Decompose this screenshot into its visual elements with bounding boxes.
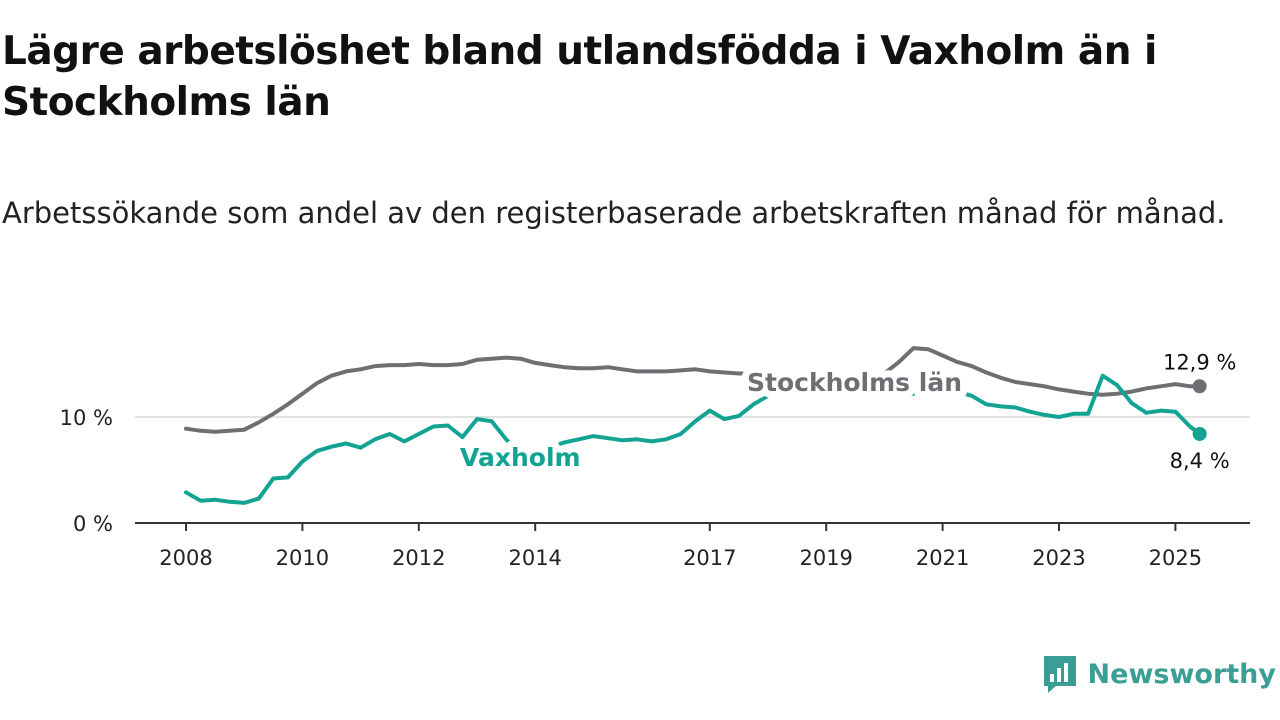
x-tick-label: 2021: [916, 546, 969, 570]
y-tick-label: 0 %: [73, 512, 113, 536]
x-tick-label: 2008: [159, 546, 212, 570]
chart-subtitle: Arbetssökande som andel av den registerb…: [2, 196, 1226, 230]
end-marker-stockholm: [1192, 379, 1207, 394]
series-label-stockholm: Stockholms län: [747, 368, 962, 397]
chart-title: Lägre arbetslöshet bland utlandsfödda i …: [2, 29, 1157, 125]
stockholm-series-line: [184, 346, 1202, 434]
x-tick-label: 2025: [1149, 546, 1202, 570]
line-chart: 0 % 10 % 2008 2010 2012 2014 2017 2019 2021 2023 2…: [60, 346, 1250, 570]
series-label-vaxholm: Vaxholm: [460, 443, 581, 472]
x-tick-label: 2017: [683, 546, 736, 570]
series-label-vaxholm-halo: Vaxholm: [460, 443, 581, 472]
x-tick-label: 2012: [392, 546, 445, 570]
brand-name: Newsworthy: [1087, 658, 1276, 690]
series-label-stockholm-halo: Stockholms län: [747, 368, 962, 397]
end-value-vaxholm: 8,4 %: [1170, 449, 1230, 473]
x-tick-label: 2023: [1032, 546, 1085, 570]
y-tick-label: 10 %: [60, 406, 113, 430]
x-tick-label: 2010: [276, 546, 329, 570]
vaxholm-series-line: [184, 373, 1202, 505]
x-tick-label: 2019: [799, 546, 852, 570]
brand-logo: Newsworthy: [1042, 654, 1276, 694]
x-tick-label: 2014: [508, 546, 561, 570]
end-value-stockholm: 12,9 %: [1163, 350, 1236, 374]
end-marker-vaxholm: [1192, 426, 1207, 441]
newsworthy-logo-icon: [1043, 656, 1076, 693]
